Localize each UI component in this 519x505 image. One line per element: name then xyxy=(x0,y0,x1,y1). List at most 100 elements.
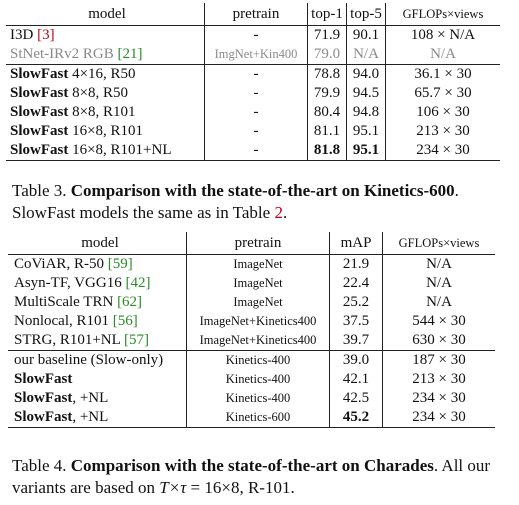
header-pretrain: pretrain xyxy=(186,232,330,255)
cell-model: Asyn-TF, VGG16 [42] xyxy=(14,275,151,291)
cell-pretrain: ImageNet xyxy=(186,293,330,312)
cell-top5: N/A xyxy=(346,45,386,65)
citation[interactable]: [57] xyxy=(124,332,149,348)
cell-map: 39.0 xyxy=(329,350,383,370)
cell-gflops: 234 × 30 xyxy=(382,408,495,428)
cell-gflops: 544 × 30 xyxy=(382,312,495,331)
cell-pretrain: Kinetics-400 xyxy=(186,370,330,389)
cell-top5: 94.0 xyxy=(346,64,386,84)
table-reference-link[interactable]: 2 xyxy=(274,203,283,222)
header-top5: top-5 xyxy=(346,3,386,26)
cell-pretrain: ImageNet xyxy=(186,274,330,293)
cell-pretrain: Kinetics-600 xyxy=(186,408,330,428)
table-3: model pretrain top-1 top-5 GFLOPs×views … xyxy=(6,3,500,161)
cell-pretrain: ImageNet+Kinetics400 xyxy=(186,312,330,331)
table-row: SlowFast 8×8, R101 - 80.4 94.8 106 × 30 xyxy=(6,103,500,122)
table-row: STRG, R101+NL [57] ImageNet+Kinetics400 … xyxy=(8,331,495,351)
table-4: model pretrain mAP GFLOPs×views CoViAR, … xyxy=(8,232,495,428)
cell-top5: 95.1 xyxy=(346,122,386,141)
header-gflops: GFLOPs×views xyxy=(382,232,495,255)
cell-model: SlowFast, +NL xyxy=(8,408,187,428)
cell-map: 22.4 xyxy=(329,274,383,293)
cell-map: 21.9 xyxy=(329,254,383,274)
cell-pretrain: - xyxy=(204,84,308,103)
table-row: MultiScale TRN [62] ImageNet 25.2 N/A xyxy=(8,293,495,312)
table-3-caption: Table 3. Comparison with the state-of-th… xyxy=(12,181,459,222)
cell-top1: 78.8 xyxy=(307,64,347,84)
cell-pretrain: ImageNet xyxy=(186,254,330,274)
table-row: SlowFast 16×8, R101 - 81.1 95.1 213 × 30 xyxy=(6,122,500,141)
cell-gflops: N/A xyxy=(382,254,495,274)
cell-pretrain: ImgNet+Kin400 xyxy=(204,45,308,65)
cell-gflops: 234 × 30 xyxy=(385,141,500,161)
cell-gflops: N/A xyxy=(382,293,495,312)
cell-top5: 94.5 xyxy=(346,84,386,103)
cell-model: MultiScale TRN [62] xyxy=(14,294,143,310)
cell-top5: 94.8 xyxy=(346,103,386,122)
table-row: Nonlocal, R101 [56] ImageNet+Kinetics400… xyxy=(8,312,495,331)
table-row: SlowFast 4×16, R50 - 78.8 94.0 36.1 × 30 xyxy=(6,64,500,84)
table-row: SlowFast 8×8, R50 - 79.9 94.5 65.7 × 30 xyxy=(6,84,500,103)
cell-pretrain: Kinetics-400 xyxy=(186,389,330,408)
cell-model: SlowFast 16×8, R101 xyxy=(10,123,144,139)
cell-model: I3D [3] xyxy=(10,27,55,43)
header-pretrain: pretrain xyxy=(204,3,308,26)
cell-map: 42.5 xyxy=(329,389,383,408)
header-top1: top-1 xyxy=(307,3,347,26)
cell-top1: 79.9 xyxy=(307,84,347,103)
cell-map: 37.5 xyxy=(329,312,383,331)
cell-model: SlowFast 8×8, R101 xyxy=(10,104,136,120)
citation[interactable]: [62] xyxy=(117,294,143,310)
cell-map: 42.1 xyxy=(329,370,383,389)
header-map: mAP xyxy=(329,232,383,255)
cell-gflops: 108 × N/A xyxy=(385,25,500,45)
table-row: Asyn-TF, VGG16 [42] ImageNet 22.4 N/A xyxy=(8,274,495,293)
header-model: model xyxy=(6,3,205,26)
cell-gflops: 106 × 30 xyxy=(385,103,500,122)
cell-model: SlowFast 16×8, R101+NL xyxy=(6,141,205,161)
cell-pretrain: Kinetics-400 xyxy=(186,350,330,370)
cell-top1: 81.8 xyxy=(307,141,347,161)
cell-gflops: N/A xyxy=(385,45,500,65)
cell-model: SlowFast xyxy=(14,371,73,387)
cell-model: SlowFast 8×8, R50 xyxy=(10,85,129,101)
citation[interactable]: [59] xyxy=(107,256,133,272)
cell-gflops: 234 × 30 xyxy=(382,389,495,408)
cell-gflops: 36.1 × 30 xyxy=(385,64,500,84)
cell-model: SlowFast 4×16, R50 xyxy=(10,66,136,82)
cell-gflops: N/A xyxy=(382,274,495,293)
cell-pretrain: ImageNet+Kinetics400 xyxy=(186,331,330,351)
cell-gflops: 65.7 × 30 xyxy=(385,84,500,103)
cell-top5: 90.1 xyxy=(346,25,386,45)
header-gflops: GFLOPs×views xyxy=(385,3,500,26)
table-4-caption: Table 4. Comparison with the state-of-th… xyxy=(12,456,491,497)
table-row: I3D [3] - 71.9 90.1 108 × N/A xyxy=(6,25,500,45)
cell-model: Nonlocal, R101 [56] xyxy=(14,313,138,329)
cell-model: our baseline (Slow-only) xyxy=(14,352,164,368)
cell-top1: 79.0 xyxy=(307,45,347,65)
cell-top1: 71.9 xyxy=(307,25,347,45)
citation[interactable]: [56] xyxy=(112,313,138,329)
cell-map: 25.2 xyxy=(329,293,383,312)
table-row: our baseline (Slow-only) Kinetics-400 39… xyxy=(8,350,495,370)
citation[interactable]: [21] xyxy=(117,46,143,62)
citation[interactable]: [42] xyxy=(125,275,151,291)
cell-top1: 80.4 xyxy=(307,103,347,122)
cell-pretrain: - xyxy=(204,25,308,45)
table-row: SlowFast Kinetics-400 42.1 213 × 30 xyxy=(8,370,495,389)
table-row: CoViAR, R-50 [59] ImageNet 21.9 N/A xyxy=(8,254,495,274)
cell-pretrain: - xyxy=(204,141,308,161)
table-row: SlowFast 16×8, R101+NL - 81.8 95.1 234 ×… xyxy=(6,141,500,161)
cell-top5: 95.1 xyxy=(346,141,386,161)
cell-model: STRG, R101+NL [57] xyxy=(8,331,187,351)
header-model: model xyxy=(8,232,187,255)
cell-model: StNet-IRv2 RGB [21] xyxy=(6,45,205,65)
cell-pretrain: - xyxy=(204,103,308,122)
table-header-row: model pretrain top-1 top-5 GFLOPs×views xyxy=(6,3,500,26)
table-row: SlowFast, +NL Kinetics-600 45.2 234 × 30 xyxy=(8,408,495,428)
citation[interactable]: [3] xyxy=(37,27,55,43)
table-header-row: model pretrain mAP GFLOPs×views xyxy=(8,232,495,255)
cell-model: SlowFast, +NL xyxy=(14,390,109,406)
cell-map: 39.7 xyxy=(329,331,383,351)
table-row: StNet-IRv2 RGB [21] ImgNet+Kin400 79.0 N… xyxy=(6,45,500,65)
